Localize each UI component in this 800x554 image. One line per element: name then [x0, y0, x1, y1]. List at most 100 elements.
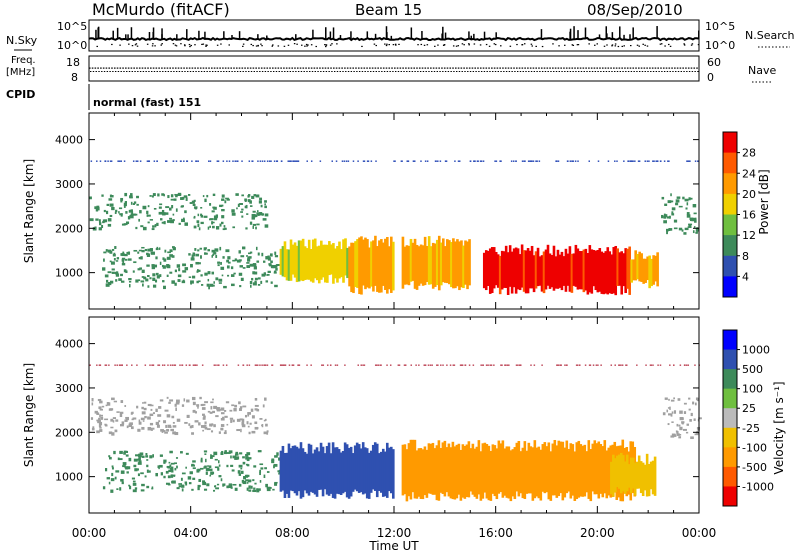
power-echo-cell: [468, 239, 471, 286]
velocity-echo-speck: [668, 398, 670, 401]
power-echo-speck: [275, 267, 278, 271]
power-gate-dot: [226, 160, 228, 162]
power-echo-cell: [514, 247, 518, 294]
power-echo-speck: [159, 203, 163, 206]
frequency-dot: [518, 67, 521, 69]
nave-dot: [270, 71, 272, 72]
frequency-dot: [150, 67, 152, 69]
velocity-echo-speck: [242, 456, 245, 459]
power-echo-speck: [162, 280, 165, 283]
power-echo-cell: [409, 238, 413, 282]
velocity-gate-dot: [501, 364, 503, 366]
velocity-echo-speck: [146, 459, 149, 461]
frequency-dot: [482, 67, 485, 69]
frequency-dot: [147, 67, 149, 69]
velocity-gate-dot: [379, 364, 381, 366]
velocity-echo-speck: [247, 457, 252, 460]
nave-dot: [639, 71, 641, 72]
power-echo-speck: [122, 251, 125, 254]
frequency-dot: [504, 67, 507, 69]
nave-dot: [436, 71, 438, 72]
power-gate-dot: [495, 160, 498, 162]
nave-dot: [297, 71, 300, 72]
power-echo-speck: [666, 231, 668, 235]
velocity-echo-speck: [100, 414, 104, 417]
power-echo-speck: [151, 228, 155, 231]
power-echo-speck: [227, 274, 230, 277]
velocity-echo-cell: [549, 451, 553, 501]
nave-dot: [525, 71, 527, 72]
velocity-echo-speck: [246, 464, 250, 467]
power-echo-speck: [692, 204, 697, 208]
velocity-echo-speck: [160, 472, 163, 476]
velocity-ytick-label: 4000: [55, 338, 83, 351]
velocity-echo-cell: [521, 447, 525, 499]
frequency-dot: [396, 67, 399, 69]
power-gate-dot: [209, 160, 212, 162]
nave-dot: [273, 71, 275, 72]
power-echo-speck: [256, 212, 261, 216]
velocity-echo-speck: [145, 453, 148, 456]
velocity-echo-cell: [407, 443, 411, 497]
power-echo-speck: [151, 195, 154, 198]
power-echo-speck: [251, 277, 254, 281]
power-echo-cell: [554, 256, 558, 289]
power-echo-speck: [218, 282, 222, 284]
velocity-gate-dot: [284, 364, 286, 366]
velocity-gate-dot: [427, 364, 430, 366]
power-echo-cell: [311, 239, 315, 283]
velocity-gate-dot: [506, 364, 509, 366]
power-echo-speck: [181, 280, 186, 284]
velocity-echo-speck: [223, 451, 228, 455]
velocity-gate-dot: [687, 364, 690, 366]
velocity-gate-dot: [657, 364, 659, 366]
nave-dot: [547, 71, 549, 72]
noise-search-dot: [659, 43, 662, 45]
velocity-echo-speck: [212, 410, 216, 414]
power-echo-speck: [153, 207, 157, 210]
noise-search-dot: [417, 44, 419, 46]
nave-dot: [464, 71, 466, 72]
velocity-echo-speck: [224, 410, 227, 412]
power-echo-cell: [628, 246, 631, 295]
power-gate-dot: [515, 160, 517, 162]
velocity-gate-dot: [530, 364, 532, 366]
noise-sky-spike: [295, 34, 297, 39]
frequency-dot: [449, 67, 452, 69]
frequency-dot: [213, 67, 216, 69]
nave-dot: [195, 71, 197, 72]
velocity-echo-cell: [443, 440, 447, 497]
velocity-echo-speck: [688, 408, 691, 411]
power-echo-layer: [89, 160, 699, 296]
power-echo-cell: [602, 252, 606, 295]
frequency-dot: [197, 67, 199, 69]
nave-dot: [389, 71, 391, 72]
velocity-echo-speck: [683, 411, 687, 414]
velocity-echo-speck: [696, 430, 698, 433]
power-echo-speck: [124, 201, 128, 204]
nave-dot: [453, 71, 455, 72]
power-echo-cell: [508, 245, 512, 287]
power-echo-speck: [671, 211, 674, 215]
power-echo-speck: [161, 209, 165, 213]
power-gate-dot: [482, 160, 485, 162]
velocity-echo-speck: [232, 455, 237, 459]
power-echo-speck: [193, 206, 198, 209]
frequency-dot: [296, 67, 299, 69]
nave-dot: [458, 71, 461, 72]
power-ylabel: Slant Range [km]: [22, 159, 36, 263]
velocity-echo-cell: [359, 448, 363, 493]
power-echo-cell: [287, 249, 291, 281]
power-gate-dot: [222, 160, 225, 162]
power-gate-dot: [668, 160, 670, 162]
velocity-echo-speck: [698, 417, 702, 420]
frequency-dot: [410, 67, 413, 69]
nave-label: Nave: [748, 64, 776, 77]
frequency-dot: [685, 67, 687, 69]
power-echo-speck: [184, 210, 187, 214]
power-echo-cell: [452, 238, 455, 289]
nave-dot: [245, 71, 247, 72]
nave-dot: [594, 71, 597, 72]
velocity-colorbar-tick-label: 500: [742, 363, 763, 376]
velocity-echo-speck: [113, 450, 116, 455]
